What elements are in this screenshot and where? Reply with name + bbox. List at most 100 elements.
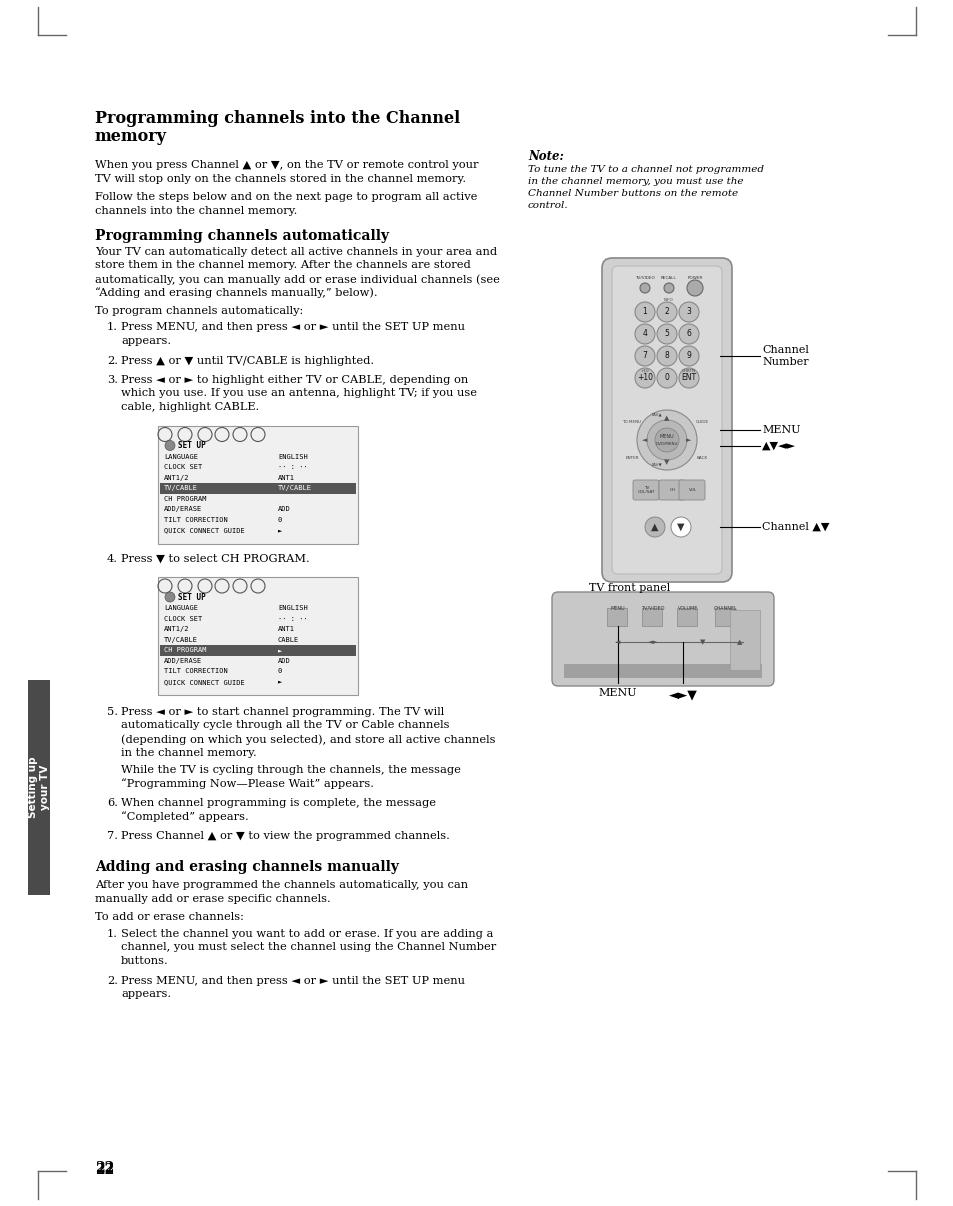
FancyBboxPatch shape	[601, 258, 731, 582]
Text: Press ▼ to select CH PROGRAM.: Press ▼ to select CH PROGRAM.	[121, 554, 310, 563]
Text: manually add or erase specific channels.: manually add or erase specific channels.	[95, 894, 331, 904]
Text: ◄: ◄	[641, 437, 647, 443]
Text: 4.: 4.	[107, 554, 118, 563]
Text: 6: 6	[686, 329, 691, 339]
Text: 4: 4	[642, 329, 647, 339]
Text: CHANNEL: CHANNEL	[713, 605, 738, 611]
Text: channels into the channel memory.: channels into the channel memory.	[95, 205, 297, 216]
Text: SET UP: SET UP	[178, 592, 206, 602]
Text: ADD/ERASE: ADD/ERASE	[164, 507, 202, 513]
Text: control.: control.	[527, 201, 568, 210]
Text: ►: ►	[277, 527, 282, 533]
Text: ◄►▼: ◄►▼	[668, 687, 697, 701]
Text: VOLUME: VOLUME	[677, 605, 698, 611]
Text: ►: ►	[277, 679, 282, 685]
Text: Your TV can automatically detect all active channels in your area and: Your TV can automatically detect all act…	[95, 247, 497, 257]
Text: 0: 0	[664, 374, 669, 382]
Circle shape	[686, 280, 702, 295]
Text: When channel programming is complete, the message: When channel programming is complete, th…	[121, 798, 436, 808]
Text: FAV▲: FAV▲	[651, 412, 661, 417]
Text: INFO: INFO	[663, 298, 673, 302]
Bar	[28, 680, 50, 895]
Text: POWER: POWER	[686, 276, 702, 280]
Text: (depending on which you selected), and store all active channels: (depending on which you selected), and s…	[121, 734, 495, 744]
Text: 8: 8	[664, 351, 669, 361]
Bar	[606, 608, 626, 626]
Text: TV/CABLE: TV/CABLE	[164, 485, 198, 491]
Text: in the channel memory.: in the channel memory.	[121, 748, 256, 757]
Text: automatically cycle through all the TV or Cable channels: automatically cycle through all the TV o…	[121, 720, 449, 731]
Text: CHRTN: CHRTN	[681, 369, 696, 373]
Text: When you press Channel ▲ or ▼, on the TV or remote control your: When you press Channel ▲ or ▼, on the TV…	[95, 160, 478, 170]
Text: 2: 2	[664, 308, 669, 316]
Text: QUICK CONNECT GUIDE: QUICK CONNECT GUIDE	[164, 679, 245, 685]
Circle shape	[657, 368, 677, 388]
Circle shape	[657, 324, 677, 344]
Text: TV front panel: TV front panel	[589, 582, 670, 593]
Text: Channel Number buttons on the remote: Channel Number buttons on the remote	[527, 189, 738, 198]
Circle shape	[679, 324, 699, 344]
Text: ▲: ▲	[651, 522, 659, 532]
Circle shape	[635, 346, 655, 365]
Text: 3: 3	[686, 308, 691, 316]
Text: ADD/ERASE: ADD/ERASE	[164, 657, 202, 663]
Text: After you have programmed the channels automatically, you can: After you have programmed the channels a…	[95, 880, 468, 890]
Text: which you use. If you use an antenna, highlight TV; if you use: which you use. If you use an antenna, hi…	[121, 388, 476, 398]
Text: 7: 7	[642, 351, 647, 361]
Text: Press MENU, and then press ◄ or ► until the SET UP menu: Press MENU, and then press ◄ or ► until …	[121, 976, 464, 985]
Text: BACK: BACK	[696, 456, 707, 459]
Text: MENU: MENU	[610, 605, 624, 611]
Text: CABLE: CABLE	[277, 637, 299, 643]
Text: 5.: 5.	[107, 707, 118, 718]
Text: ◄: ◄	[615, 639, 620, 645]
Text: 6.: 6.	[107, 798, 118, 808]
Text: 0: 0	[277, 516, 282, 522]
Text: 22: 22	[95, 1163, 114, 1177]
Text: To tune the TV to a channel not programmed: To tune the TV to a channel not programm…	[527, 165, 763, 174]
FancyBboxPatch shape	[612, 267, 721, 574]
Circle shape	[644, 517, 664, 537]
Text: CH PROGRAM: CH PROGRAM	[164, 648, 206, 654]
Text: “Adding and erasing channels manually,” below).: “Adding and erasing channels manually,” …	[95, 287, 377, 298]
Text: FAV▼: FAV▼	[651, 463, 661, 467]
Text: MENU: MENU	[761, 425, 800, 435]
Text: Press Channel ▲ or ▼ to view the programmed channels.: Press Channel ▲ or ▼ to view the program…	[121, 831, 450, 841]
Text: Channel ▲▼: Channel ▲▼	[761, 522, 828, 532]
Text: To add or erase channels:: To add or erase channels:	[95, 913, 244, 923]
Text: +10: +10	[640, 369, 649, 373]
Text: ENTER: ENTER	[624, 456, 639, 459]
Text: ►: ►	[277, 648, 282, 654]
Bar	[714, 608, 734, 626]
Text: ▼: ▼	[700, 639, 705, 645]
Text: ·· : ··: ·· : ··	[277, 616, 308, 622]
FancyBboxPatch shape	[552, 592, 773, 686]
Text: 1: 1	[642, 308, 647, 316]
Text: TV will stop only on the channels stored in the channel memory.: TV will stop only on the channels stored…	[95, 174, 466, 183]
Text: ANT1: ANT1	[277, 475, 294, 481]
Bar	[158, 576, 357, 695]
Text: ▼: ▼	[663, 459, 669, 466]
Text: 2.: 2.	[107, 356, 118, 365]
Text: cable, highlight CABLE.: cable, highlight CABLE.	[121, 402, 259, 412]
Text: ENGLISH: ENGLISH	[277, 605, 308, 611]
Circle shape	[657, 302, 677, 322]
Text: Setting up
your TV: Setting up your TV	[29, 756, 50, 819]
Text: Press ▲ or ▼ until TV/CABLE is highlighted.: Press ▲ or ▼ until TV/CABLE is highlight…	[121, 356, 374, 365]
Text: ◄►: ◄►	[647, 639, 658, 645]
Text: ADD: ADD	[277, 507, 291, 513]
FancyBboxPatch shape	[679, 480, 704, 500]
Text: TV/VIDEO: TV/VIDEO	[640, 605, 664, 611]
Text: QUICK CONNECT GUIDE: QUICK CONNECT GUIDE	[164, 527, 245, 533]
Circle shape	[639, 283, 649, 293]
Circle shape	[679, 368, 699, 388]
Text: TV/VIDEO: TV/VIDEO	[635, 276, 654, 280]
Text: CLOCK SET: CLOCK SET	[164, 464, 202, 470]
Bar	[160, 645, 355, 656]
Text: 1.: 1.	[107, 322, 118, 333]
Text: Press ◄ or ► to start channel programming. The TV will: Press ◄ or ► to start channel programmin…	[121, 707, 444, 718]
Circle shape	[637, 410, 697, 470]
Text: Note:: Note:	[527, 150, 563, 163]
Bar	[563, 665, 761, 678]
Text: +10: +10	[637, 374, 652, 382]
Text: VOL: VOL	[688, 488, 697, 492]
